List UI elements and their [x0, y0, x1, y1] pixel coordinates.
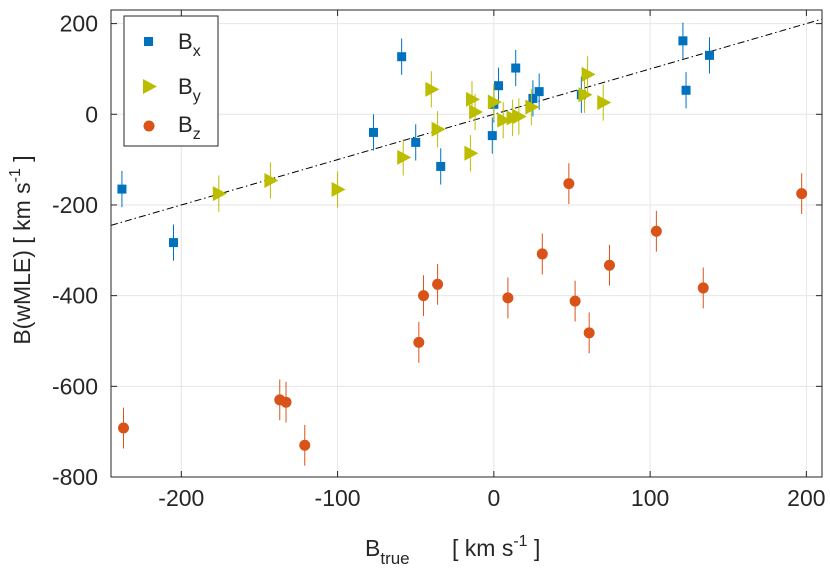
axes — [110, 9, 823, 478]
svg-text:B(wMLE) [ km s-1 ]: B(wMLE) [ km s-1 ] — [7, 155, 35, 344]
data-point-bx — [411, 137, 421, 147]
tick-labels: -200 -100 0 100 200 -800 -600 -400 -200 0 200 — [52, 11, 826, 511]
data-point-bz — [603, 259, 615, 271]
data-point-by — [431, 121, 446, 137]
x-tick-label: -200 — [158, 485, 204, 511]
data-point-by — [578, 87, 593, 103]
data-point-bx — [704, 50, 714, 60]
legend-item-bx: Bx — [144, 29, 201, 60]
data-point-by — [597, 94, 612, 110]
data-point-bx — [534, 87, 544, 97]
x-tick-label: 200 — [787, 485, 825, 511]
y-axis-label: B(wMLE) [ km s-1 ] — [7, 155, 35, 344]
y-tick-label: 0 — [85, 101, 98, 127]
data-point-by — [525, 99, 540, 115]
x-axis-label: Btrue [ km s-1 ] — [365, 533, 540, 568]
legend-label-bz-sub: z — [193, 126, 201, 143]
legend-label-bx-sub: x — [193, 43, 201, 60]
legend: Bx By Bz — [123, 15, 219, 147]
x-tick-label: 0 — [487, 485, 500, 511]
data-point-bz — [697, 282, 709, 294]
data-point-by — [264, 172, 279, 188]
data-point-by — [469, 104, 484, 120]
series-bz — [118, 163, 808, 466]
x-axis-label-sub: true — [380, 549, 409, 568]
x-tick-label: -100 — [315, 485, 361, 511]
legend-square-marker — [144, 37, 153, 46]
data-point-bz — [563, 178, 575, 190]
data-point-bx — [169, 238, 179, 248]
data-point-bx — [511, 63, 521, 73]
data-point-by — [487, 94, 502, 110]
svg-text:By: By — [178, 74, 201, 105]
data-point-bx — [681, 85, 691, 95]
data-point-bz — [118, 422, 130, 434]
series-by — [212, 56, 612, 212]
y-tick-label: -800 — [52, 464, 98, 490]
data-point-bx — [117, 184, 127, 194]
data-point-bz — [280, 396, 292, 408]
data-point-bz — [583, 327, 595, 339]
data-point-bx — [369, 127, 379, 137]
data-point-bz — [536, 248, 548, 260]
data-point-bz — [418, 290, 430, 302]
axes-box — [110, 9, 823, 478]
data-point-bz — [569, 295, 581, 307]
data-point-bx — [678, 36, 688, 46]
data-point-by — [331, 182, 346, 198]
legend-item-by: By — [143, 74, 201, 105]
data-point-by — [397, 149, 412, 165]
data-point-bz — [502, 292, 514, 304]
data-point-bx — [494, 81, 504, 91]
legend-label-by: B — [178, 74, 193, 99]
x-axis-label-units-sup: -1 — [513, 533, 527, 550]
x-axis-label-units-close: ] — [528, 535, 541, 561]
svg-text:Bx: Bx — [178, 29, 201, 60]
data-point-by — [425, 81, 440, 97]
legend-box — [123, 15, 219, 147]
data-points — [117, 22, 808, 466]
data-point-bx — [528, 93, 538, 103]
data-point-bx — [487, 131, 497, 141]
legend-label-bx: B — [178, 29, 193, 54]
svg-text:Bz: Bz — [178, 112, 201, 143]
data-point-by — [512, 109, 527, 125]
y-tick-label: -600 — [52, 373, 98, 399]
y-tick-label: -200 — [52, 192, 98, 218]
y-axis-label-units-close: ] — [9, 155, 35, 168]
legend-triangle-marker — [143, 79, 157, 94]
data-point-by — [464, 145, 479, 161]
data-point-by — [497, 112, 512, 128]
legend-label-bz: B — [178, 112, 193, 137]
y-tick-label: -400 — [52, 283, 98, 309]
y-axis-label-units-sup: -1 — [7, 168, 24, 182]
data-point-bx — [397, 52, 407, 62]
data-point-bz — [650, 225, 662, 237]
x-axis-label-main: B — [365, 535, 380, 561]
data-point-bz — [432, 278, 444, 290]
y-axis-label-main: B(wMLE) — [9, 250, 35, 345]
data-point-by — [212, 186, 227, 202]
data-point-bz — [299, 439, 311, 451]
data-point-bx — [436, 161, 446, 171]
y-axis-label-units: [ km s — [9, 182, 35, 243]
data-point-by — [465, 91, 480, 107]
legend-label-by-sub: y — [193, 88, 201, 105]
y-tick-label: 200 — [60, 11, 98, 37]
x-axis-label-units: [ km s — [452, 535, 513, 561]
legend-circle-marker — [143, 120, 155, 132]
svg-text:Btrue: Btrue — [365, 535, 410, 568]
svg-text:[ km s-1 ]: [ km s-1 ] — [452, 533, 540, 561]
data-point-bz — [413, 336, 425, 348]
x-tick-label: 100 — [631, 485, 669, 511]
legend-item-bz: Bz — [143, 112, 201, 143]
data-point-bz — [796, 188, 808, 200]
data-point-by — [581, 66, 596, 82]
